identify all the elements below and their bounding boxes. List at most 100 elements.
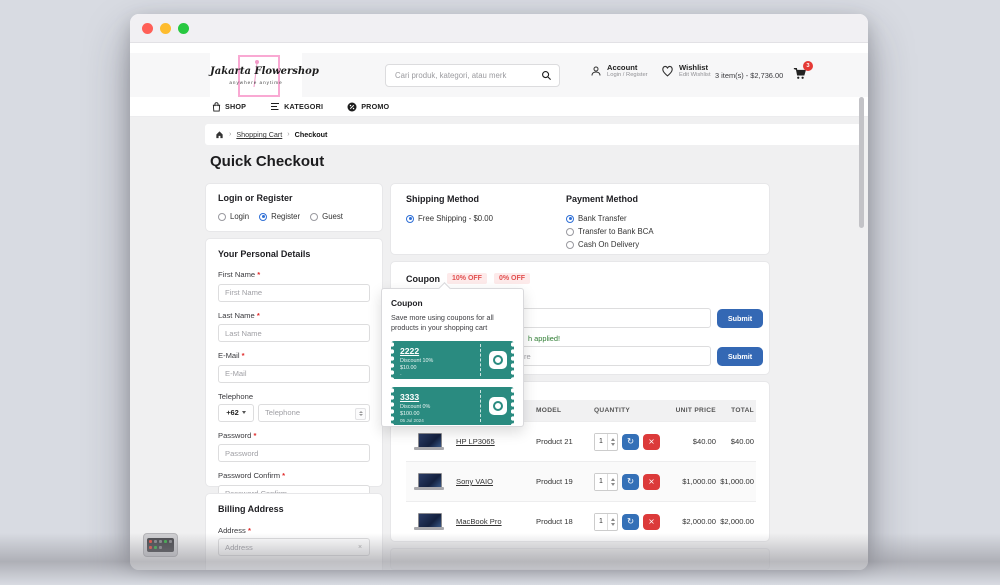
nav-item-promo[interactable]: PROMO: [347, 102, 389, 112]
coupon-submit-button[interactable]: Submit: [717, 308, 763, 328]
product-link[interactable]: MacBook Pro: [456, 517, 502, 526]
password-field[interactable]: [218, 444, 370, 462]
zoom-window-button[interactable]: [178, 23, 189, 34]
radio-login-circle[interactable]: [218, 212, 226, 221]
row-total: $40.00: [730, 437, 754, 446]
apply-coupon-button[interactable]: [489, 397, 507, 416]
browser-window: Jakarta Flowershop anywhere anytime Acco…: [130, 14, 868, 570]
main-nav: SHOP KATEGORI PROMO: [130, 97, 868, 117]
password-label-text: Password: [218, 430, 252, 440]
address-field[interactable]: [218, 538, 370, 556]
radio-cod-circle[interactable]: [566, 240, 574, 249]
remove-item-button[interactable]: ×: [643, 433, 660, 450]
account-menu[interactable]: Account Login / Register: [590, 63, 648, 79]
row-total: $1,000.00: [720, 477, 754, 486]
telephone-field[interactable]: [258, 403, 370, 422]
quantity-stepper[interactable]: [594, 512, 618, 531]
quantity-spinner[interactable]: [607, 473, 617, 490]
phone-prefix-value: +62: [226, 408, 239, 417]
promo-icon: [347, 102, 357, 111]
phone-prefix-select[interactable]: +62: [218, 403, 254, 422]
free-shipping-label: Free Shipping - $0.00: [418, 214, 493, 223]
keyboard-widget[interactable]: [143, 533, 178, 557]
last-name-field[interactable]: [218, 324, 370, 342]
quantity-input[interactable]: [595, 513, 607, 530]
billing-address-panel: Billing Address Address * ×: [205, 493, 383, 570]
product-link[interactable]: Sony VAIO: [456, 477, 494, 486]
radio-free-shipping-circle[interactable]: [406, 214, 414, 223]
payment-title: Payment Method: [566, 194, 639, 204]
gift-submit-button[interactable]: Submit: [717, 346, 763, 366]
table-row: HP LP3065 Product 21 ↻ × $40.00 $40.00: [406, 421, 756, 461]
home-icon[interactable]: [215, 130, 224, 139]
bank-transfer-label: Bank Transfer: [578, 214, 627, 223]
email-field[interactable]: [218, 364, 370, 383]
cart-summary: 3 item(s) - $2,736.00: [715, 71, 784, 80]
update-quantity-button[interactable]: ↻: [622, 473, 639, 490]
target-icon: [493, 355, 503, 366]
ticket-divider: [480, 390, 481, 423]
coupon-code-link[interactable]: 3333: [400, 392, 420, 403]
quantity-stepper[interactable]: [594, 472, 618, 491]
remove-item-button[interactable]: ×: [643, 473, 660, 490]
radio-free-shipping[interactable]: Free Shipping - $0.00: [406, 214, 556, 223]
coupon-code-link[interactable]: 2222: [400, 346, 420, 357]
minimize-window-button[interactable]: [160, 23, 171, 34]
search-input[interactable]: [393, 70, 541, 81]
radio-register-circle[interactable]: [259, 212, 268, 221]
required-marker: *: [247, 526, 251, 535]
header-unit-price: UNIT PRICE: [675, 407, 716, 414]
quantity-spinner[interactable]: [607, 513, 617, 530]
coupon-discount: Discount 10%: [400, 358, 434, 365]
nav-item-kategori[interactable]: KATEGORI: [270, 102, 323, 111]
window-titlebar[interactable]: [130, 14, 868, 43]
coupon-expiry: 05 Jul 2024: [400, 418, 424, 424]
billing-panel-title: Billing Address: [218, 504, 284, 514]
first-name-field[interactable]: [218, 283, 370, 302]
radio-bank-transfer-circle[interactable]: [566, 214, 574, 223]
radio-bank-transfer[interactable]: Bank Transfer: [566, 214, 756, 223]
search-icon[interactable]: [541, 70, 552, 81]
radio-login[interactable]: Login: [218, 212, 249, 221]
breadcrumb-shopping-cart-link[interactable]: Shopping Cart: [236, 130, 283, 139]
coupon-badge-0[interactable]: 0% OFF: [493, 273, 531, 284]
login-panel-title: Login or Register: [218, 193, 293, 203]
store-logo[interactable]: Jakarta Flowershop anywhere anytime: [210, 53, 319, 97]
login-register-panel: Login or Register Login Register Guest: [205, 183, 383, 232]
wishlist-menu[interactable]: Wishlist Edit Wishlist: [661, 63, 711, 79]
scrollbar-thumb[interactable]: [859, 97, 864, 228]
product-link[interactable]: HP LP3065: [456, 437, 495, 446]
quantity-stepper[interactable]: [594, 432, 618, 451]
radio-register[interactable]: Register: [259, 212, 300, 221]
password-confirm-label-text: Password Confirm: [218, 471, 281, 480]
cart-button[interactable]: 3: [792, 61, 813, 82]
product-image[interactable]: [414, 511, 444, 533]
radio-bank-bca-circle[interactable]: [566, 227, 574, 236]
radio-bank-bca[interactable]: Transfer to Bank BCA: [566, 227, 756, 236]
address-label-text: Address: [218, 526, 246, 535]
apply-coupon-button[interactable]: [489, 351, 507, 370]
last-name-label: Last Name *: [218, 311, 370, 320]
coupon-badge-10[interactable]: 10% OFF: [447, 273, 487, 284]
radio-cod[interactable]: Cash On Delivery: [566, 240, 756, 249]
quantity-input[interactable]: [595, 473, 607, 490]
quantity-spinner[interactable]: [607, 433, 617, 450]
remove-item-button[interactable]: ×: [643, 513, 660, 530]
cart-count-badge: 3: [803, 61, 813, 71]
quantity-input[interactable]: [595, 433, 607, 450]
keyboard-keys: [147, 538, 174, 552]
radio-guest[interactable]: Guest: [310, 212, 343, 221]
clear-address-icon[interactable]: ×: [358, 543, 363, 551]
product-image[interactable]: [414, 471, 444, 493]
radio-guest-circle[interactable]: [310, 212, 319, 221]
product-image[interactable]: [414, 431, 444, 453]
person-icon: [591, 66, 601, 76]
chevron-down-icon: [241, 411, 246, 414]
nav-item-shop[interactable]: SHOP: [212, 101, 246, 112]
last-name-group: Last Name *: [218, 311, 370, 342]
number-spinner[interactable]: [355, 407, 366, 420]
update-quantity-button[interactable]: ↻: [622, 433, 639, 450]
coupon-applied-message: h applied!: [528, 334, 561, 343]
update-quantity-button[interactable]: ↻: [622, 513, 639, 530]
close-window-button[interactable]: [142, 23, 153, 34]
